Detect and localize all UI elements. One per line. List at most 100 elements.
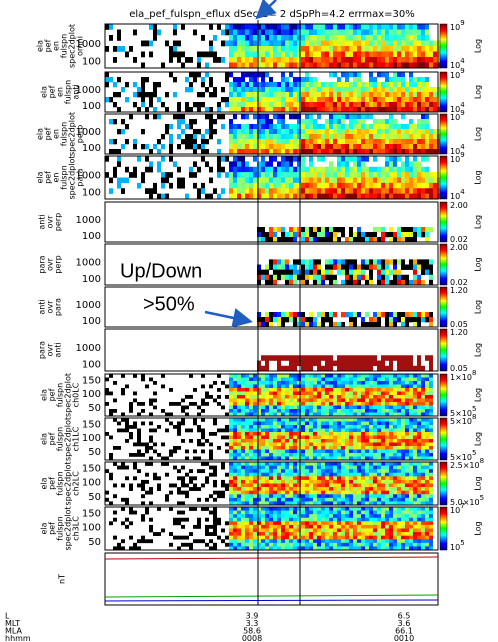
cell: [429, 469, 433, 473]
cell: [393, 402, 397, 406]
cell: [281, 469, 285, 473]
cell: [369, 395, 373, 399]
cell: [277, 514, 281, 518]
cell: [317, 422, 321, 426]
cell: [425, 432, 429, 436]
cell: [377, 439, 381, 443]
cell: [245, 134, 249, 139]
cell: [385, 41, 389, 47]
cell: [233, 97, 237, 102]
cell: [309, 188, 313, 194]
colorbar-label-exp: 9: [460, 19, 464, 27]
cell: [337, 102, 341, 107]
cell: [357, 46, 361, 52]
cell: [421, 491, 425, 495]
cell: [265, 422, 269, 426]
cell: [321, 183, 325, 189]
cell: [273, 532, 277, 536]
cell: [329, 480, 333, 484]
cell: [273, 24, 277, 30]
cell: [229, 507, 233, 511]
cell: [425, 97, 429, 102]
cell: [329, 52, 333, 58]
cell: [313, 469, 317, 473]
cell: [393, 381, 397, 385]
cell: [201, 102, 205, 107]
cell: [249, 469, 253, 473]
cell: [245, 188, 249, 194]
cell: [341, 425, 345, 429]
cell: [305, 97, 309, 102]
cell: [357, 462, 361, 466]
cell: [289, 466, 293, 470]
cell: [293, 270, 297, 275]
cell: [265, 480, 269, 484]
cell: [265, 399, 269, 403]
cell: [349, 409, 353, 413]
cell: [341, 139, 345, 144]
cell: [277, 194, 281, 200]
cell: [365, 462, 369, 466]
cell: [309, 480, 313, 484]
cell: [321, 24, 325, 30]
cell: [317, 178, 321, 184]
cell: [197, 525, 201, 529]
cell: [273, 144, 277, 149]
cell: [329, 183, 333, 189]
cell: [233, 450, 237, 454]
cell: [389, 425, 393, 429]
cell: [281, 63, 285, 69]
cell: [333, 388, 337, 392]
cell: [245, 439, 249, 443]
cell: [425, 317, 429, 322]
cell: [317, 355, 321, 361]
cell: [333, 436, 337, 440]
cell: [361, 24, 365, 30]
cell: [325, 52, 329, 58]
cell: [417, 312, 421, 317]
cell: [381, 402, 385, 406]
cell: [293, 385, 297, 389]
cell: [289, 453, 293, 457]
cell: [153, 82, 157, 87]
cell: [429, 385, 433, 389]
cell: [249, 395, 253, 399]
cell: [345, 366, 349, 372]
cell: [193, 539, 197, 543]
cell: [317, 439, 321, 443]
cell: [377, 275, 381, 280]
cell: [269, 484, 273, 488]
cell: [329, 453, 333, 457]
cell: [233, 462, 237, 466]
cell: [261, 77, 265, 82]
cell: [317, 52, 321, 58]
cell: [125, 425, 129, 429]
cell: [329, 92, 333, 97]
cell: [245, 422, 249, 426]
cell: [353, 476, 357, 480]
cell: [357, 450, 361, 454]
cell: [169, 183, 173, 189]
cell: [325, 402, 329, 406]
cell: [381, 491, 385, 495]
cell: [337, 97, 341, 102]
cell: [349, 378, 353, 382]
cell: [329, 406, 333, 410]
cell: [365, 167, 369, 173]
cell: [113, 381, 117, 385]
cell: [353, 487, 357, 491]
cell: [249, 406, 253, 410]
cell: [261, 453, 265, 457]
cell: [433, 87, 437, 92]
cell: [333, 453, 337, 457]
cell: [397, 385, 401, 389]
cell: [389, 399, 393, 403]
cell: [329, 491, 333, 495]
cell: [249, 92, 253, 97]
cell: [165, 129, 169, 134]
cell: [409, 443, 413, 447]
cell: [241, 35, 245, 41]
cell: [245, 406, 249, 410]
cell: [361, 41, 365, 47]
cell: [309, 395, 313, 399]
